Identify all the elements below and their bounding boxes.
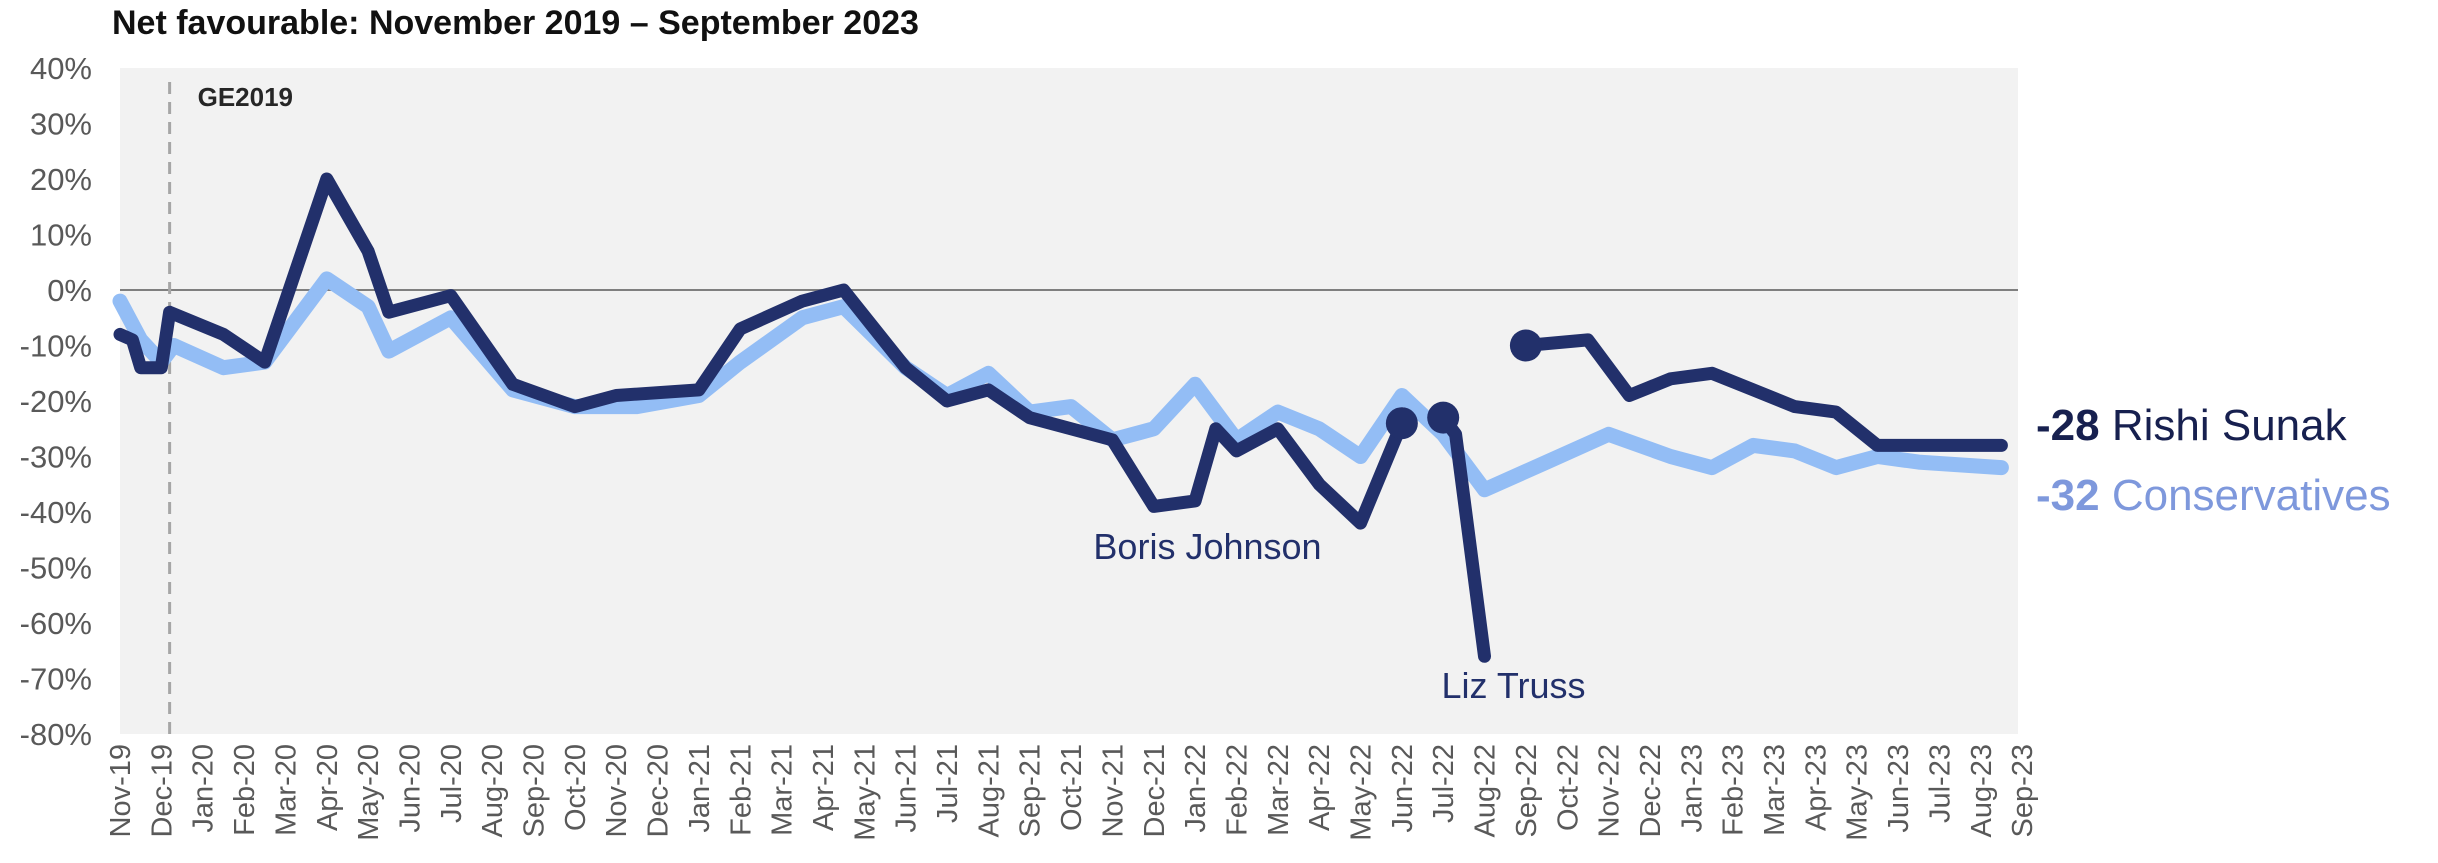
x-axis: Nov-19 Dec-19 Jan-20 Feb-20 Mar-20 Apr-20 May-… — [105, 744, 2039, 841]
x-tick-label: Nov-22 — [1594, 744, 1626, 838]
start-marker-rishi-sunak — [1509, 329, 1542, 362]
y-tick-label: 10% — [30, 218, 92, 253]
x-tick-label: Jan-20 — [188, 744, 220, 833]
x-tick-label: Jun-20 — [394, 744, 426, 833]
x-tick-label: Dec-21 — [1139, 744, 1171, 838]
reference-lines: GE2019 — [120, 82, 2018, 734]
x-tick-label: Apr-20 — [312, 744, 344, 831]
x-tick-label: Feb-20 — [229, 744, 261, 836]
end-label-value: -32 — [2036, 471, 2100, 520]
y-tick-label: 20% — [30, 162, 92, 197]
end-label-rishi-sunak: -28 Rishi Sunak — [2036, 401, 2348, 450]
x-tick-label: Aug-22 — [1470, 744, 1502, 838]
x-tick-label: Nov-20 — [601, 744, 633, 838]
y-tick-label: -20% — [20, 384, 92, 419]
series-line-conservatives — [112, 271, 2009, 498]
x-tick-label: Sep-23 — [2007, 744, 2039, 838]
x-tick-label: Oct-22 — [1552, 744, 1584, 831]
series-line-rishi-sunak — [1519, 333, 2008, 452]
x-tick-label: Sep-22 — [1511, 744, 1543, 838]
y-tick-label: 30% — [30, 107, 92, 142]
x-tick-label: Aug-21 — [973, 744, 1005, 838]
chart-title: Net favourable: November 2019 – Septembe… — [112, 4, 919, 42]
x-tick-label: Feb-22 — [1221, 744, 1253, 836]
x-tick-label: Jan-21 — [684, 744, 716, 833]
x-tick-label: Jul-23 — [1924, 744, 1956, 823]
annotation-liz-truss: Liz Truss — [1441, 665, 1585, 706]
x-tick-label: Jun-22 — [1387, 744, 1419, 833]
end-label-value: -28 — [2036, 401, 2100, 450]
ge2019-label: GE2019 — [198, 82, 293, 112]
end-label-conservatives: -32 Conservatives — [2036, 471, 2391, 520]
x-tick-label: May-22 — [1346, 744, 1378, 841]
x-tick-label: Jun-23 — [1883, 744, 1915, 833]
end-labels: -28 Rishi Sunak-32 Conservatives — [2036, 401, 2391, 520]
x-tick-label: Mar-21 — [767, 744, 799, 836]
x-tick-label: Jan-22 — [1180, 744, 1212, 833]
start-marker-boris-johnson — [1385, 407, 1418, 440]
x-tick-label: Apr-23 — [1800, 744, 1832, 831]
x-tick-label: Dec-20 — [643, 744, 675, 838]
x-tick-label: May-20 — [353, 744, 385, 841]
y-tick-label: -80% — [20, 717, 92, 752]
x-tick-label: Jul-20 — [436, 744, 468, 823]
annotation-boris-johnson: Boris Johnson — [1093, 526, 1321, 567]
x-tick-label: Apr-21 — [808, 744, 840, 831]
y-tick-label: -70% — [20, 662, 92, 697]
x-tick-label: Dec-19 — [146, 744, 178, 838]
x-tick-label: Mar-22 — [1263, 744, 1295, 836]
start-markers — [1385, 329, 1542, 440]
x-tick-label: Feb-21 — [725, 744, 757, 836]
x-tick-label: Aug-23 — [1966, 744, 1998, 838]
y-axis: 40% 30% 20% 10% 0% -10% -20% -30% -40% -50% -60% -7… — [20, 51, 92, 752]
y-tick-label: -60% — [20, 606, 92, 641]
y-tick-label: -10% — [20, 329, 92, 364]
y-tick-label: 0% — [47, 273, 92, 308]
x-tick-label: Jan-23 — [1676, 744, 1708, 833]
y-tick-label: -30% — [20, 440, 92, 475]
end-label-name: Conservatives — [2100, 471, 2391, 520]
x-tick-label: May-23 — [1842, 744, 1874, 841]
x-tick-label: Oct-20 — [560, 744, 592, 831]
annotations: Boris Johnson Liz Truss — [1093, 526, 1585, 706]
start-marker-liz-truss — [1427, 401, 1460, 434]
x-tick-label: Apr-22 — [1304, 744, 1336, 831]
x-tick-label: Nov-19 — [105, 744, 137, 838]
x-tick-label: Jul-21 — [932, 744, 964, 823]
end-label-name: Rishi Sunak — [2100, 401, 2348, 450]
x-tick-label: Mar-20 — [270, 744, 302, 836]
x-tick-label: Sep-21 — [1015, 744, 1047, 838]
x-tick-label: May-21 — [849, 744, 881, 841]
y-tick-label: 40% — [30, 51, 92, 86]
y-tick-label: -50% — [20, 551, 92, 586]
x-tick-label: Aug-20 — [477, 744, 509, 838]
series-line-boris-johnson — [113, 172, 1409, 530]
x-tick-label: Sep-20 — [519, 744, 551, 838]
x-tick-label: Feb-23 — [1718, 744, 1750, 836]
x-tick-label: Oct-21 — [1056, 744, 1088, 831]
x-tick-label: Nov-21 — [1097, 744, 1129, 838]
x-tick-label: Dec-22 — [1635, 744, 1667, 838]
x-tick-label: Jul-22 — [1428, 744, 1460, 823]
y-tick-label: -40% — [20, 495, 92, 530]
x-tick-label: Mar-23 — [1759, 744, 1791, 836]
x-tick-label: Jun-21 — [891, 744, 923, 833]
